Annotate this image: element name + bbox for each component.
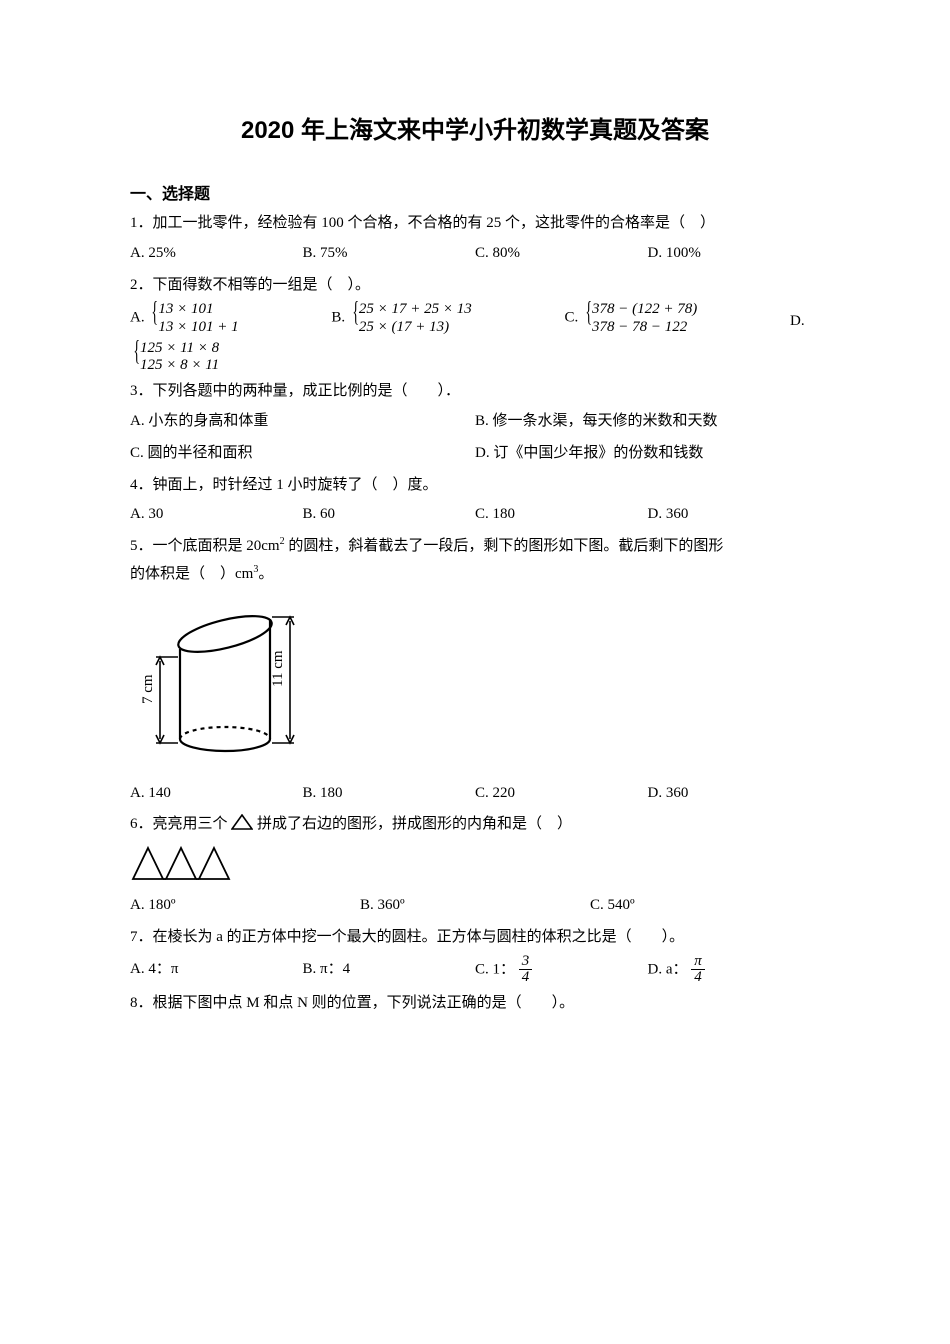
- q7-d-den: 4: [691, 970, 705, 986]
- q2-opt-b: B. 25 × 17 + 25 × 13 25 × (17 + 13): [331, 301, 471, 336]
- q6-text: 6．亮亮用三个 拼成了右边的图形，拼成图形的内角和是（ ）: [130, 811, 820, 839]
- q5-options: A. 140 B. 180 C. 220 D. 360: [130, 780, 820, 808]
- q2-c-bot: 378 − 78 − 122: [592, 319, 697, 336]
- q1-opt-a: A. 25%: [130, 240, 303, 268]
- q7-d-frac: π 4: [691, 954, 705, 987]
- q3-opt-c: C. 圆的半径和面积: [130, 440, 475, 468]
- q1-options: A. 25% B. 75% C. 80% D. 100%: [130, 240, 820, 268]
- q4-opt-b: B. 60: [303, 501, 476, 529]
- cylinder-figure-svg: 7 cm 11 cm: [130, 599, 310, 769]
- q2-b-prefix: B.: [331, 310, 345, 326]
- q2-options-row1: A. 13 × 101 13 × 101 + 1 B. 25 × 17 + 25…: [130, 301, 820, 336]
- q3-text: 3．下列各题中的两种量，成正比例的是（ ）．: [130, 378, 820, 406]
- q6-opt-b: B. 360º: [360, 892, 590, 920]
- q7-opt-b: B. π：4: [303, 956, 476, 984]
- q6-text-a: 6．亮亮用三个: [130, 816, 231, 832]
- q3-opt-b: B. 修一条水渠，每天修的米数和天数: [475, 408, 820, 436]
- q4-opt-c: C. 180: [475, 501, 648, 529]
- q7-opt-a: A. 4：π: [130, 956, 303, 984]
- q5-opt-a: A. 140: [130, 780, 303, 808]
- q2-d-brace: 125 × 11 × 8 125 × 8 × 11: [130, 340, 219, 375]
- q2-c-brace: 378 − (122 + 78) 378 − 78 − 122: [582, 301, 697, 336]
- q7-d-prefix: D. a：: [648, 961, 688, 977]
- q2-c-top: 378 − (122 + 78): [592, 301, 697, 318]
- q5-opt-b: B. 180: [303, 780, 476, 808]
- q2-opt-d: 125 × 11 × 8 125 × 8 × 11: [130, 340, 219, 375]
- q7-c-prefix: C. 1：: [475, 961, 515, 977]
- q2-options-row2: 125 × 11 × 8 125 × 8 × 11: [130, 340, 820, 375]
- q3-opt-d: D. 订《中国少年报》的份数和钱数: [475, 440, 820, 468]
- q7-c-den: 4: [519, 970, 533, 986]
- q5-text: 5．一个底面积是 20cm2 的圆柱，斜着截去了一段后，剩下的图形如下图。截后剩…: [130, 533, 820, 589]
- q6-opt-c: C. 540º: [590, 892, 820, 920]
- q2-b-brace: 25 × 17 + 25 × 13 25 × (17 + 13): [349, 301, 472, 336]
- q8-text: 8．根据下图中点 M 和点 N 则的位置，下列说法正确的是（ ）。: [130, 990, 820, 1018]
- q2-text: 2．下面得数不相等的一组是（ ）。: [130, 272, 820, 300]
- q5-right-label: 11 cm: [270, 650, 286, 687]
- q5-text-d: 。: [258, 566, 273, 582]
- q2-a-bot: 13 × 101 + 1: [158, 319, 238, 336]
- page-title: 2020 年上海文来中学小升初数学真题及答案: [130, 110, 820, 145]
- q7-c-frac: 3 4: [519, 954, 533, 987]
- q4-opt-a: A. 30: [130, 501, 303, 529]
- q2-opt-c: C. 378 − (122 + 78) 378 − 78 − 122: [564, 301, 697, 336]
- q6-options: A. 180º B. 360º C. 540º: [130, 892, 820, 920]
- q5-text-c: 的体积是（ ）cm: [130, 566, 253, 582]
- q7-opt-d: D. a： π 4: [648, 954, 821, 987]
- q4-text: 4．钟面上，时针经过 1 小时旋转了（ ）度。: [130, 472, 820, 500]
- section-heading: 一、选择题: [130, 180, 820, 204]
- q3-options-row1: A. 小东的身高和体重 B. 修一条水渠，每天修的米数和天数: [130, 408, 820, 436]
- q5-opt-c: C. 220: [475, 780, 648, 808]
- q5-text-a: 5．一个底面积是 20cm: [130, 538, 280, 554]
- q5-text-b: 的圆柱，斜着截去了一段后，剩下的图形如下图。截后剩下的图形: [285, 538, 724, 554]
- q1-text: 1．加工一批零件，经检验有 100 个合格，不合格的有 25 个，这批零件的合格…: [130, 210, 820, 238]
- three-triangles-svg: [130, 845, 240, 883]
- q6-opt-a: A. 180º: [130, 892, 360, 920]
- q6-text-b: 拼成了右边的图形，拼成图形的内角和是（ ）: [257, 816, 572, 832]
- q1-opt-d: D. 100%: [648, 240, 821, 268]
- q5-left-label: 7 cm: [140, 674, 156, 704]
- q2-b-bot: 25 × (17 + 13): [359, 319, 472, 336]
- q2-a-prefix: A.: [130, 310, 145, 326]
- q1-opt-b: B. 75%: [303, 240, 476, 268]
- q2-d-top: 125 × 11 × 8: [140, 340, 219, 357]
- q6-figure: [130, 845, 820, 888]
- q7-text: 7．在棱长为 a 的正方体中挖一个最大的圆柱。正方体与圆柱的体积之比是（ ）。: [130, 924, 820, 952]
- q2-a-top: 13 × 101: [158, 301, 238, 318]
- q5-opt-d: D. 360: [648, 780, 821, 808]
- q7-d-num: π: [691, 954, 705, 971]
- triangle-icon: [231, 814, 253, 830]
- q2-a-brace: 13 × 101 13 × 101 + 1: [148, 301, 238, 336]
- q7-options: A. 4：π B. π：4 C. 1： 3 4 D. a： π 4: [130, 954, 820, 987]
- q3-options-row2: C. 圆的半径和面积 D. 订《中国少年报》的份数和钱数: [130, 440, 820, 468]
- q3-opt-a: A. 小东的身高和体重: [130, 408, 475, 436]
- q2-d-bot: 125 × 8 × 11: [140, 357, 219, 374]
- q1-opt-c: C. 80%: [475, 240, 648, 268]
- q2-c-prefix: C.: [564, 310, 578, 326]
- q2-b-top: 25 × 17 + 25 × 13: [359, 301, 472, 318]
- q2-opt-a: A. 13 × 101 13 × 101 + 1: [130, 301, 239, 336]
- q2-opt-d-prefix: D.: [790, 308, 820, 336]
- q7-c-num: 3: [519, 954, 533, 971]
- q4-options: A. 30 B. 60 C. 180 D. 360: [130, 501, 820, 529]
- q5-figure: 7 cm 11 cm: [130, 599, 820, 774]
- q4-opt-d: D. 360: [648, 501, 821, 529]
- q7-opt-c: C. 1： 3 4: [475, 954, 648, 987]
